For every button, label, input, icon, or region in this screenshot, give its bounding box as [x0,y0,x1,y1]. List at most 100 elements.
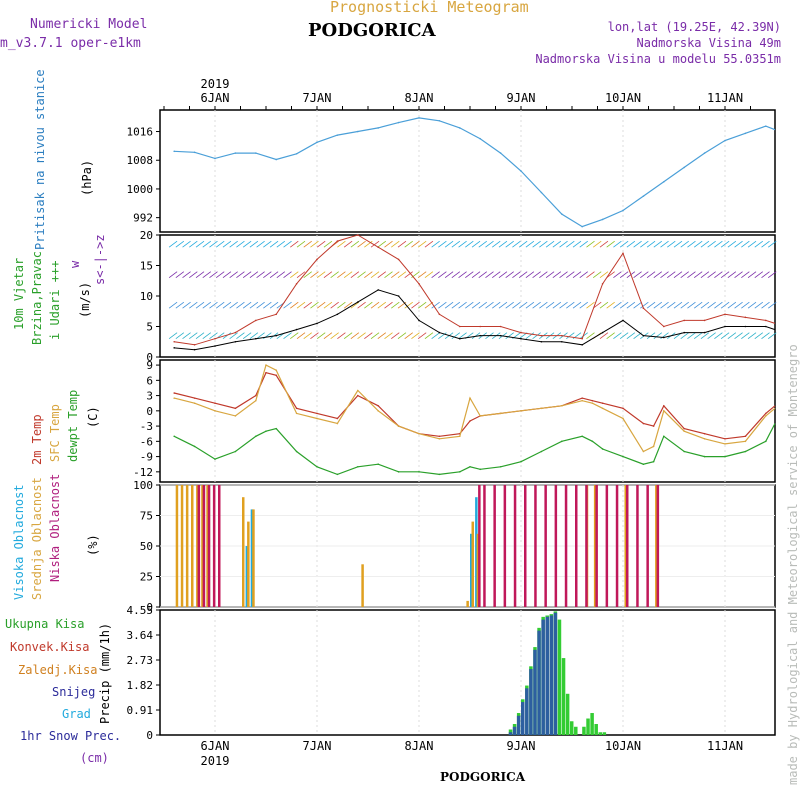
pressure-line-point [459,127,461,129]
wind-barb [451,301,461,309]
grid-lines [160,110,775,735]
bottom-day-label: 11JAN [707,739,743,753]
wind-barb [687,240,696,248]
precip-bar [537,630,541,735]
wind-barb [424,240,434,248]
y-tick-label: 992 [133,212,153,225]
temp-2m-line-point [642,422,645,425]
wind-barb [168,240,178,248]
wind-barb [680,301,689,309]
temp-dewpt-line-point [601,448,604,450]
precip-bar [521,702,525,735]
temp-dewpt-line-point [418,471,420,473]
station-title: PODGORICA [308,20,436,41]
cloud-bar [252,509,255,607]
wind-barb [330,271,339,279]
cloud-bar [212,485,216,607]
temp-sfc-line-point [234,415,237,417]
wind-barb [296,271,306,279]
wind-barb [444,240,454,248]
lonlat: lon,lat (19.25E, 42.39N) [607,20,781,34]
wind-barb [727,271,737,279]
wind-speed-line-point [601,331,604,334]
wind-barb [707,301,716,309]
wind-barb [505,240,514,248]
wind-speed-line-point [377,289,380,291]
wind-barb [626,332,636,340]
wind-barb [680,332,689,340]
temp-dewpt-line-point [193,445,196,448]
wind-barb [646,240,656,248]
wind-barb [754,240,764,248]
wind-barb [189,271,198,279]
wind-barb [667,271,676,279]
top-day-label: 7JAN [303,91,332,105]
y-tick-label: 100 [133,479,153,492]
temp-dewpt-line-point [520,460,522,463]
wind-barb [215,240,225,248]
y-tick-label: 2.73 [127,654,154,667]
wind-barb [458,271,467,279]
pressure-line-point [234,152,237,154]
y-tick-label: -3 [140,420,153,433]
wind-barb [586,271,595,279]
wind-barb [316,332,326,340]
precip-bar [594,724,598,735]
pressure-line-point [193,151,196,154]
wind-barb [485,301,494,309]
temp-2m-line-point [214,402,216,405]
wind-barb [377,240,387,248]
top-day-label: 10JAN [605,91,641,105]
temp-2m-line-point [663,404,665,407]
wind-barb [579,301,588,309]
temp-sfc-line-point [295,412,298,415]
wind-barb [229,271,238,279]
wind-barb [236,240,245,248]
wind-barb [491,301,501,309]
temp-sfc-line-point [214,410,216,412]
temp-dewpt-line-point [275,427,278,430]
y-tick-label: 50 [140,540,153,553]
wind-speed-line-point [255,337,257,340]
cloud-bar [615,485,619,607]
data-marks [168,117,777,735]
wind-barb [741,301,750,309]
temp-sfc-line-point [438,437,441,440]
temp-dewpt-line-point [234,450,237,453]
wind-barb [653,332,663,340]
pressure-line-point [601,218,604,221]
wind-barb [458,332,467,340]
model-elevation: Nadmorska Visina u modelu 55.0351m [535,52,781,66]
cloud-bar [595,485,598,607]
wind-barb [566,332,575,340]
wind-barb [599,271,609,279]
wind-barb [256,332,265,340]
pressure-line-point [642,195,645,197]
wind-barb [532,301,541,309]
wind-barb [290,271,299,279]
wind-gust-line-point [459,325,461,328]
wind-barb [438,332,447,340]
temp-dewpt-line-point [295,450,298,453]
temp-2m-line-point [601,402,604,405]
cloud-bar [636,485,639,607]
wind-barb [734,332,743,340]
wind-barb [768,332,777,340]
wind-barb [397,332,407,340]
wind-barb [734,240,743,248]
wind-barb [431,271,440,279]
temp-sfc-line-point [703,437,706,440]
wind-barb [290,332,299,340]
wind-barb [754,332,764,340]
wind-barb [606,271,615,279]
wind-barb [572,301,582,309]
wind-barb [384,240,393,248]
bottom-day-label: 6JAN [201,739,230,753]
pressure-line-point [397,121,400,124]
wind-barb [370,301,380,309]
wind-barb [741,240,750,248]
bottom-year-label: 2019 [201,754,230,768]
temp-dewpt-line-point [561,440,563,443]
wind-barb [633,240,642,248]
wind-barb [505,301,514,309]
